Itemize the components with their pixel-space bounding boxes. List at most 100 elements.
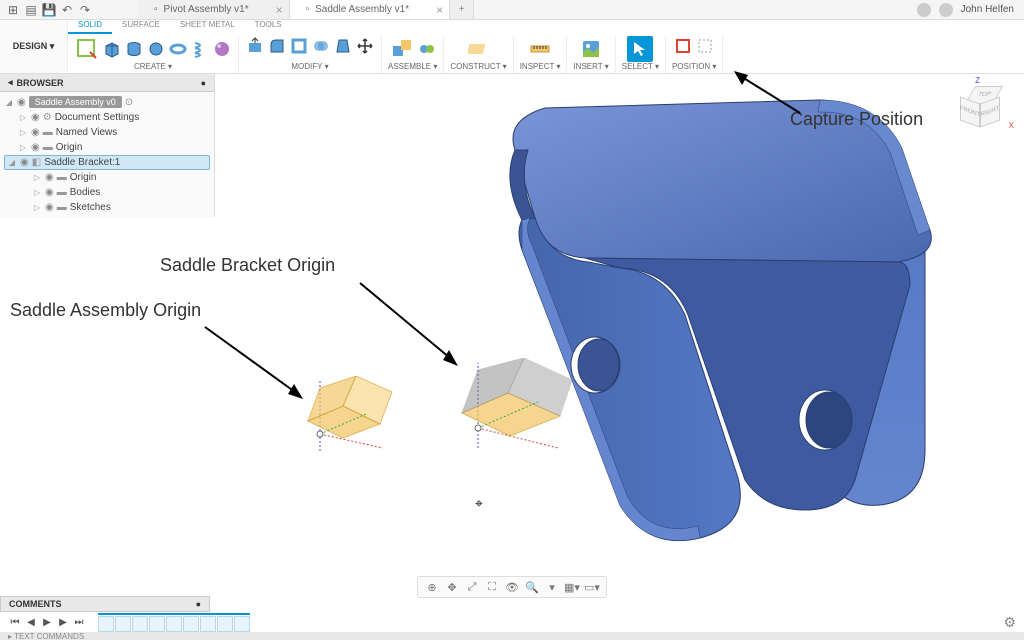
timeline-feature[interactable] (149, 616, 165, 632)
collapse-icon[interactable]: ◂ (8, 77, 13, 88)
group-construct: CONSTRUCT ▾ (444, 36, 513, 73)
tab-surface[interactable]: SURFACE (112, 20, 170, 34)
undo-icon[interactable]: ↶ (60, 3, 74, 17)
timeline-play-icon[interactable]: ▶ (40, 615, 54, 629)
group-label[interactable]: CREATE ▾ (134, 62, 172, 73)
zoom-icon[interactable]: ⤢ (464, 579, 480, 595)
torus-icon[interactable] (168, 39, 188, 59)
group-label[interactable]: INSPECT ▾ (520, 62, 561, 73)
fillet-icon[interactable] (267, 36, 287, 56)
saddle-bracket-model[interactable] (450, 90, 950, 550)
group-label[interactable]: SELECT ▾ (622, 62, 659, 73)
plane-icon[interactable] (466, 36, 492, 62)
timeline-feature[interactable] (166, 616, 182, 632)
tree-node[interactable]: ▷◉▬Named Views (4, 125, 210, 140)
box-icon[interactable] (102, 39, 122, 59)
user-name[interactable]: John Helfen (961, 4, 1014, 15)
tree-node[interactable]: ▷◉▬Origin (4, 140, 210, 155)
user-area: John Helfen (907, 3, 1024, 17)
redo-icon[interactable]: ↷ (78, 3, 92, 17)
timeline-feature[interactable] (98, 616, 114, 632)
anno-assembly-origin: Saddle Assembly Origin (10, 300, 201, 321)
apps-icon[interactable]: ⊞ (6, 3, 20, 17)
search-icon[interactable]: 🔍 (524, 579, 540, 595)
timeline-feature[interactable] (234, 616, 250, 632)
timeline: ⏮ ◀ ▶ ▶ ⏭ ⚙ (0, 612, 1024, 632)
tree-node[interactable]: ▷◉▬Bodies (4, 185, 210, 200)
save-icon[interactable]: 💾 (42, 3, 56, 17)
settings-icon[interactable]: ⚙ (1003, 614, 1016, 631)
layout-icon[interactable]: ▭▾ (584, 579, 600, 595)
tab-label: Pivot Assembly v1* (164, 4, 249, 15)
combine-icon[interactable] (311, 36, 331, 56)
tree-node[interactable]: ▷◉▬Sketches (4, 200, 210, 215)
group-label[interactable]: CONSTRUCT ▾ (450, 62, 506, 73)
tab-pivot-assembly[interactable]: ▫ Pivot Assembly v1* × (138, 0, 290, 19)
text-commands-bar[interactable]: ▸ TEXT COMMANDS (0, 632, 1024, 640)
timeline-next-icon[interactable]: ▶ (56, 615, 70, 629)
grid-icon[interactable]: ▦▾ (564, 579, 580, 595)
insert-icon[interactable] (578, 36, 604, 62)
look-icon[interactable]: 👁 (504, 579, 520, 595)
doc-icon: ▫ (154, 4, 158, 15)
joint-icon[interactable] (417, 39, 437, 59)
coil-icon[interactable] (190, 39, 210, 59)
revert-icon[interactable] (695, 36, 715, 56)
group-position: POSITION ▾ (666, 36, 723, 73)
tree-node[interactable]: ▷◉⚙Document Settings (4, 110, 210, 125)
timeline-feature[interactable] (217, 616, 233, 632)
title-bar: ⊞ ▤ 💾 ↶ ↷ ▫ Pivot Assembly v1* × ▫ Saddl… (0, 0, 1024, 20)
component-icon[interactable] (389, 36, 415, 62)
presspull-icon[interactable] (245, 36, 265, 56)
select-icon[interactable] (627, 36, 653, 62)
capture-icon[interactable] (673, 36, 693, 56)
group-create: CREATE ▾ (68, 36, 239, 73)
timeline-feature[interactable] (115, 616, 131, 632)
arrow-capture (730, 67, 810, 117)
display-icon[interactable]: ▾ (544, 579, 560, 595)
tab-tools[interactable]: TOOLS (245, 20, 292, 34)
group-insert: INSERT ▾ (567, 36, 615, 73)
render-icon[interactable] (212, 39, 232, 59)
timeline-end-icon[interactable]: ⏭ (72, 615, 86, 629)
tab-sheetmetal[interactable]: SHEET METAL (170, 20, 245, 34)
browser-header[interactable]: ◂ BROWSER ● (0, 74, 214, 92)
shell-icon[interactable] (289, 36, 309, 56)
options-icon[interactable]: ● (201, 78, 206, 88)
timeline-feature[interactable] (200, 616, 216, 632)
group-label[interactable]: POSITION ▾ (672, 62, 716, 73)
new-tab-button[interactable]: + (450, 0, 474, 19)
cyl-icon[interactable] (124, 39, 144, 59)
view-cube[interactable]: TOP FRONT RIGHT X Z (954, 82, 1010, 138)
workspace-switcher[interactable]: DESIGN ▾ (0, 20, 68, 73)
sketch-icon[interactable] (74, 36, 100, 62)
comments-panel-header[interactable]: COMMENTS ● (0, 596, 210, 612)
tree-node[interactable]: ◢◉◧Saddle Bracket:1 (4, 155, 210, 170)
tree-root[interactable]: ◢◉ Saddle Assembly v0 ⊙ (4, 94, 210, 110)
file-icon[interactable]: ▤ (24, 3, 38, 17)
group-label[interactable]: MODIFY ▾ (291, 62, 328, 73)
timeline-feature[interactable] (183, 616, 199, 632)
notif-icon[interactable] (939, 3, 953, 17)
group-modify: MODIFY ▾ (239, 36, 382, 73)
close-icon[interactable]: × (436, 3, 443, 17)
orbit-icon[interactable]: ⊕ (424, 579, 440, 595)
timeline-start-icon[interactable]: ⏮ (8, 615, 22, 629)
timeline-prev-icon[interactable]: ◀ (24, 615, 38, 629)
pan-icon[interactable]: ✥ (444, 579, 460, 595)
tab-solid[interactable]: SOLID (68, 20, 112, 34)
group-label[interactable]: INSERT ▾ (573, 62, 608, 73)
fit-icon[interactable]: ⛶ (484, 579, 500, 595)
cursor-icon: ⌖ (475, 495, 483, 512)
sphere-icon[interactable] (146, 39, 166, 59)
close-icon[interactable]: × (276, 3, 283, 17)
tree-node[interactable]: ▷◉▬Origin (4, 170, 210, 185)
move-icon[interactable] (355, 36, 375, 56)
tab-saddle-assembly[interactable]: ▫ Saddle Assembly v1* × (290, 0, 451, 19)
timeline-feature[interactable] (132, 616, 148, 632)
draft-icon[interactable] (333, 36, 353, 56)
measure-icon[interactable] (527, 36, 553, 62)
extension-icon[interactable] (917, 3, 931, 17)
group-label[interactable]: ASSEMBLE ▾ (388, 62, 437, 73)
plus-icon: + (453, 4, 471, 15)
